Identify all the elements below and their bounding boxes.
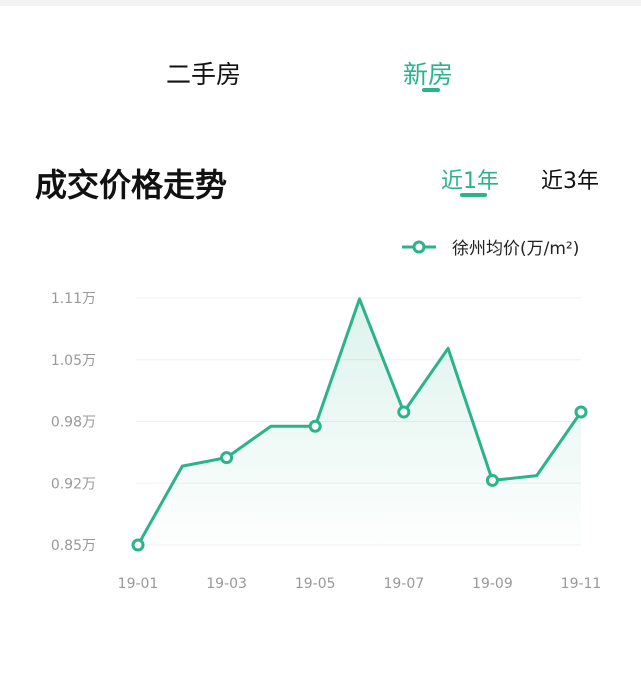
tab-new-house[interactable]: 新房	[403, 60, 454, 89]
range-1-year[interactable]: 近1年	[441, 169, 499, 194]
data-point	[220, 451, 234, 465]
y-tick-label: 0.92万	[51, 476, 96, 492]
legend-label: 徐州均价(万/m²)	[452, 239, 580, 259]
y-tick-label: 0.85万	[51, 538, 96, 554]
range-active-indicator	[460, 193, 487, 197]
x-tick-label: 19-05	[295, 576, 336, 592]
tab-second-hand[interactable]: 二手房	[166, 60, 242, 89]
section-title: 成交价格走势	[35, 166, 228, 204]
x-tick-label: 19-11	[561, 576, 602, 592]
data-point	[574, 405, 588, 419]
tab-active-indicator	[422, 88, 440, 92]
series-line	[136, 297, 583, 546]
y-tick-label: 1.05万	[51, 353, 96, 369]
data-point	[485, 473, 499, 487]
x-tick-label: 19-07	[383, 576, 424, 592]
status-bar	[0, 0, 641, 6]
chart-legend: 徐州均价(万/m²)	[402, 234, 579, 259]
legend-marker-icon	[402, 240, 436, 253]
data-point	[397, 405, 411, 419]
data-point	[131, 538, 145, 552]
x-tick-label: 19-09	[472, 576, 513, 592]
range-3-years[interactable]: 近3年	[541, 169, 599, 194]
data-point	[308, 419, 322, 433]
x-tick-label: 19-01	[118, 576, 159, 592]
y-tick-label: 0.98万	[51, 415, 96, 431]
area-fill	[138, 298, 581, 545]
x-tick-label: 19-03	[206, 576, 247, 592]
y-tick-label: 1.11万	[51, 291, 96, 307]
